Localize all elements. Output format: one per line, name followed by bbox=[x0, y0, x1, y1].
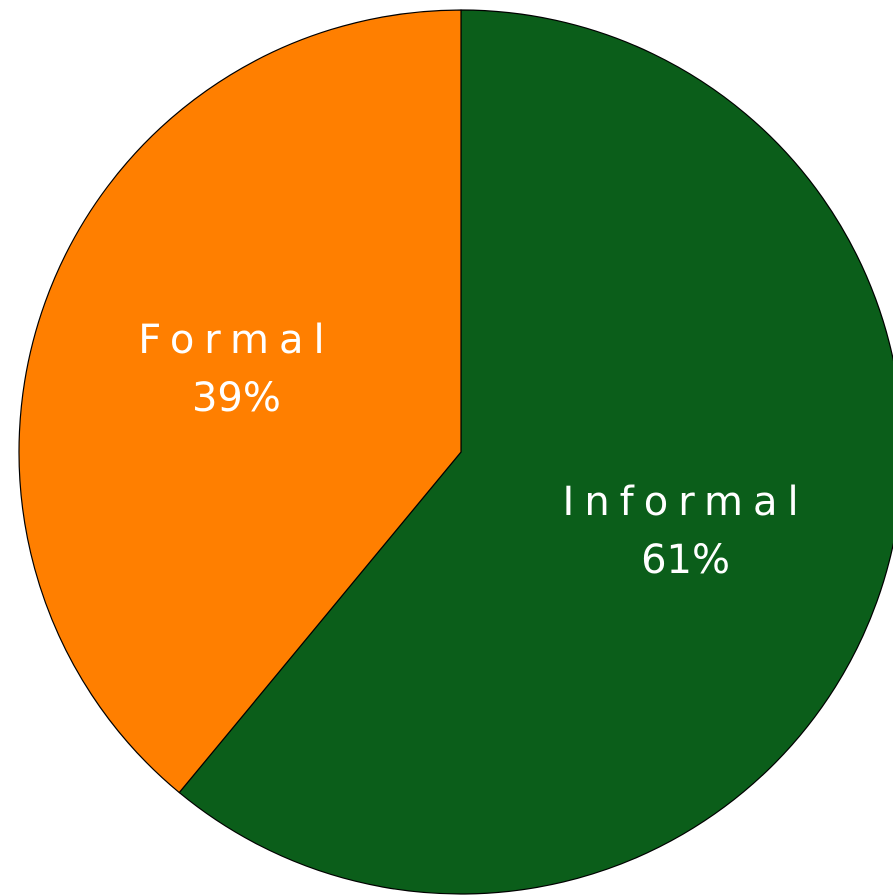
pie-slices bbox=[18, 9, 893, 895]
pie-slice-informal bbox=[178, 9, 893, 895]
pie-slice-formal bbox=[18, 9, 462, 794]
slice-percent-formal: 39% bbox=[192, 375, 281, 421]
slice-percent-informal: 61% bbox=[641, 537, 730, 583]
slice-label-informal: Informal bbox=[563, 479, 809, 525]
pie-labels: Informal 61% Formal 39% bbox=[138, 317, 809, 583]
slice-label-formal: Formal bbox=[138, 317, 334, 363]
